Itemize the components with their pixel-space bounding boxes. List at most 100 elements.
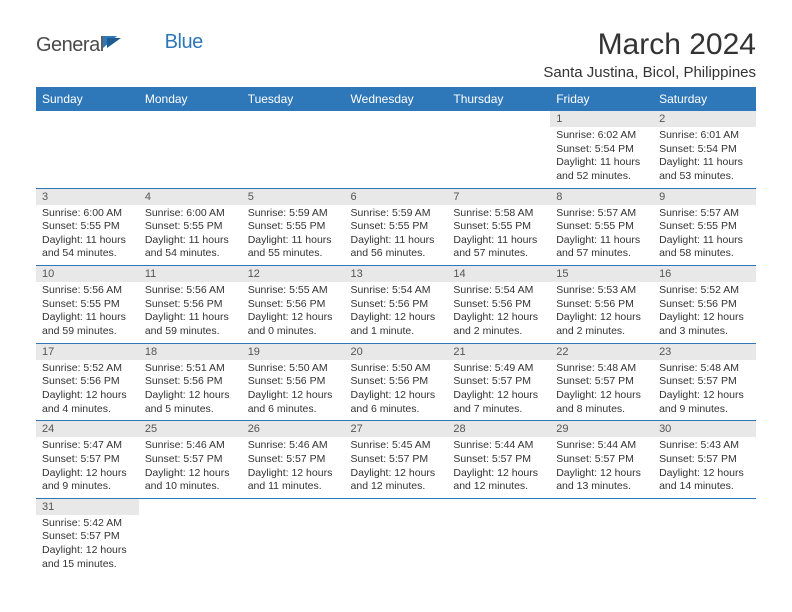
logo-flag-icon — [103, 34, 125, 55]
day-number: 1 — [550, 111, 653, 127]
day-number: 16 — [653, 266, 756, 282]
calendar-day-cell: 6Sunrise: 5:59 AMSunset: 5:55 PMDaylight… — [345, 188, 448, 266]
calendar-day-cell: 26Sunrise: 5:46 AMSunset: 5:57 PMDayligh… — [242, 421, 345, 499]
daylight-line: Daylight: 11 hours and 58 minutes. — [659, 234, 750, 261]
sunrise-line: Sunrise: 5:57 AM — [659, 207, 750, 221]
day-number: 15 — [550, 266, 653, 282]
daylight-line: Daylight: 12 hours and 12 minutes. — [453, 467, 544, 494]
calendar-day-cell: 23Sunrise: 5:48 AMSunset: 5:57 PMDayligh… — [653, 343, 756, 421]
sunrise-line: Sunrise: 5:45 AM — [351, 439, 442, 453]
sunset-line: Sunset: 5:56 PM — [145, 375, 236, 389]
day-body: Sunrise: 5:59 AMSunset: 5:55 PMDaylight:… — [242, 205, 345, 266]
daylight-line: Daylight: 12 hours and 3 minutes. — [659, 311, 750, 338]
daylight-line: Daylight: 11 hours and 56 minutes. — [351, 234, 442, 261]
sunrise-line: Sunrise: 5:54 AM — [453, 284, 544, 298]
sunset-line: Sunset: 5:56 PM — [351, 375, 442, 389]
day-number: 11 — [139, 266, 242, 282]
day-number: 9 — [653, 189, 756, 205]
title-block: March 2024 Santa Justina, Bicol, Philipp… — [543, 28, 756, 81]
daylight-line: Daylight: 11 hours and 54 minutes. — [145, 234, 236, 261]
calendar-empty-cell — [345, 111, 448, 188]
day-number: 13 — [345, 266, 448, 282]
calendar-empty-cell — [139, 111, 242, 188]
daylight-line: Daylight: 11 hours and 59 minutes. — [42, 311, 133, 338]
weekday-header: Friday — [550, 87, 653, 111]
day-number: 23 — [653, 344, 756, 360]
sunrise-line: Sunrise: 5:52 AM — [42, 362, 133, 376]
day-body: Sunrise: 5:51 AMSunset: 5:56 PMDaylight:… — [139, 360, 242, 421]
calendar-week-row: 24Sunrise: 5:47 AMSunset: 5:57 PMDayligh… — [36, 421, 756, 499]
calendar-day-cell: 1Sunrise: 6:02 AMSunset: 5:54 PMDaylight… — [550, 111, 653, 188]
sunset-line: Sunset: 5:56 PM — [248, 298, 339, 312]
daylight-line: Daylight: 12 hours and 15 minutes. — [42, 544, 133, 571]
day-number: 4 — [139, 189, 242, 205]
calendar-day-cell: 27Sunrise: 5:45 AMSunset: 5:57 PMDayligh… — [345, 421, 448, 499]
calendar-empty-cell — [242, 111, 345, 188]
calendar-day-cell: 4Sunrise: 6:00 AMSunset: 5:55 PMDaylight… — [139, 188, 242, 266]
day-body: Sunrise: 5:48 AMSunset: 5:57 PMDaylight:… — [653, 360, 756, 421]
header: General Blue March 2024 Santa Justina, B… — [36, 28, 756, 81]
daylight-line: Daylight: 12 hours and 11 minutes. — [248, 467, 339, 494]
sunrise-line: Sunrise: 5:42 AM — [42, 517, 133, 531]
sunrise-line: Sunrise: 5:52 AM — [659, 284, 750, 298]
sunset-line: Sunset: 5:55 PM — [453, 220, 544, 234]
weekday-header: Thursday — [447, 87, 550, 111]
calendar-empty-cell — [36, 111, 139, 188]
daylight-line: Daylight: 12 hours and 0 minutes. — [248, 311, 339, 338]
sunrise-line: Sunrise: 5:49 AM — [453, 362, 544, 376]
day-body: Sunrise: 5:57 AMSunset: 5:55 PMDaylight:… — [550, 205, 653, 266]
sunset-line: Sunset: 5:57 PM — [453, 375, 544, 389]
daylight-line: Daylight: 11 hours and 54 minutes. — [42, 234, 133, 261]
sunset-line: Sunset: 5:57 PM — [42, 530, 133, 544]
day-body: Sunrise: 5:58 AMSunset: 5:55 PMDaylight:… — [447, 205, 550, 266]
day-body: Sunrise: 5:48 AMSunset: 5:57 PMDaylight:… — [550, 360, 653, 421]
day-number: 10 — [36, 266, 139, 282]
sunrise-line: Sunrise: 5:46 AM — [248, 439, 339, 453]
calendar-week-row: 10Sunrise: 5:56 AMSunset: 5:55 PMDayligh… — [36, 266, 756, 344]
day-number: 29 — [550, 421, 653, 437]
day-number: 21 — [447, 344, 550, 360]
daylight-line: Daylight: 11 hours and 53 minutes. — [659, 156, 750, 183]
day-body: Sunrise: 5:45 AMSunset: 5:57 PMDaylight:… — [345, 437, 448, 498]
day-number: 14 — [447, 266, 550, 282]
weekday-header: Wednesday — [345, 87, 448, 111]
day-number: 22 — [550, 344, 653, 360]
calendar-empty-cell — [242, 498, 345, 575]
sunset-line: Sunset: 5:57 PM — [248, 453, 339, 467]
sunset-line: Sunset: 5:55 PM — [248, 220, 339, 234]
daylight-line: Daylight: 12 hours and 14 minutes. — [659, 467, 750, 494]
sunrise-line: Sunrise: 5:44 AM — [556, 439, 647, 453]
month-title: March 2024 — [543, 28, 756, 62]
day-body: Sunrise: 5:43 AMSunset: 5:57 PMDaylight:… — [653, 437, 756, 498]
sunrise-line: Sunrise: 5:44 AM — [453, 439, 544, 453]
calendar-day-cell: 29Sunrise: 5:44 AMSunset: 5:57 PMDayligh… — [550, 421, 653, 499]
daylight-line: Daylight: 11 hours and 52 minutes. — [556, 156, 647, 183]
sunset-line: Sunset: 5:56 PM — [453, 298, 544, 312]
sunrise-line: Sunrise: 5:59 AM — [248, 207, 339, 221]
calendar-day-cell: 28Sunrise: 5:44 AMSunset: 5:57 PMDayligh… — [447, 421, 550, 499]
daylight-line: Daylight: 12 hours and 13 minutes. — [556, 467, 647, 494]
calendar-empty-cell — [139, 498, 242, 575]
calendar-table: SundayMondayTuesdayWednesdayThursdayFrid… — [36, 87, 756, 575]
day-body: Sunrise: 5:55 AMSunset: 5:56 PMDaylight:… — [242, 282, 345, 343]
calendar-day-cell: 31Sunrise: 5:42 AMSunset: 5:57 PMDayligh… — [36, 498, 139, 575]
sunrise-line: Sunrise: 6:01 AM — [659, 129, 750, 143]
sunset-line: Sunset: 5:55 PM — [145, 220, 236, 234]
daylight-line: Daylight: 12 hours and 8 minutes. — [556, 389, 647, 416]
day-body: Sunrise: 5:44 AMSunset: 5:57 PMDaylight:… — [550, 437, 653, 498]
calendar-week-row: 31Sunrise: 5:42 AMSunset: 5:57 PMDayligh… — [36, 498, 756, 575]
sunrise-line: Sunrise: 5:54 AM — [351, 284, 442, 298]
day-number: 27 — [345, 421, 448, 437]
day-body: Sunrise: 5:57 AMSunset: 5:55 PMDaylight:… — [653, 205, 756, 266]
daylight-line: Daylight: 12 hours and 12 minutes. — [351, 467, 442, 494]
day-body: Sunrise: 5:50 AMSunset: 5:56 PMDaylight:… — [345, 360, 448, 421]
day-number: 18 — [139, 344, 242, 360]
day-number: 17 — [36, 344, 139, 360]
day-body: Sunrise: 5:47 AMSunset: 5:57 PMDaylight:… — [36, 437, 139, 498]
day-body: Sunrise: 6:02 AMSunset: 5:54 PMDaylight:… — [550, 127, 653, 188]
day-body: Sunrise: 5:44 AMSunset: 5:57 PMDaylight:… — [447, 437, 550, 498]
day-body: Sunrise: 5:54 AMSunset: 5:56 PMDaylight:… — [447, 282, 550, 343]
day-number: 24 — [36, 421, 139, 437]
calendar-day-cell: 18Sunrise: 5:51 AMSunset: 5:56 PMDayligh… — [139, 343, 242, 421]
sunset-line: Sunset: 5:56 PM — [145, 298, 236, 312]
